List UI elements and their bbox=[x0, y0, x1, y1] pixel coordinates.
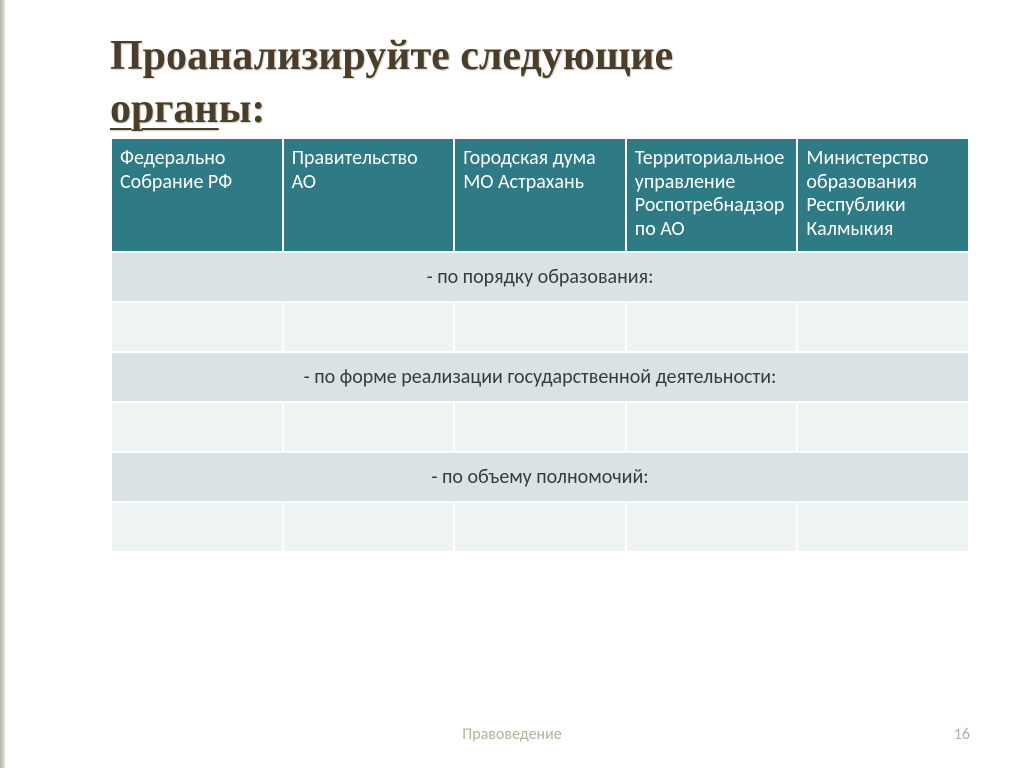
table-header-row: Федерально Собрание РФ Правительство АО … bbox=[112, 139, 968, 251]
cell bbox=[627, 303, 797, 351]
slide-title: Проанализируйте следующие органы: bbox=[110, 30, 969, 135]
group-label: - по объему полномочий: bbox=[431, 465, 648, 489]
analysis-table: Федерально Собрание РФ Правительство АО … bbox=[110, 137, 970, 553]
cell bbox=[455, 303, 625, 351]
table-row: - по форме реализации государственной де… bbox=[112, 353, 968, 401]
cell bbox=[284, 303, 454, 351]
group-label: - по форме реализации государственной де… bbox=[304, 365, 777, 389]
cell bbox=[112, 503, 282, 551]
group-label: - по порядку образования: bbox=[427, 265, 654, 289]
cell bbox=[798, 503, 968, 551]
cell bbox=[455, 503, 625, 551]
col-header-4: Территориальное управление Роспотребнадз… bbox=[627, 139, 797, 251]
title-line-2-underlined: орган bbox=[110, 86, 219, 132]
cell bbox=[455, 403, 625, 451]
table-row: - по объему полномочий: bbox=[112, 453, 968, 501]
cell bbox=[627, 403, 797, 451]
cell bbox=[798, 303, 968, 351]
group-label-cell: - по форме реализации государственной де… bbox=[112, 353, 968, 401]
slide: Проанализируйте следующие органы: Федера… bbox=[0, 0, 1024, 768]
cell bbox=[284, 503, 454, 551]
footer-text: Правоведение bbox=[0, 725, 1024, 744]
table-row bbox=[112, 403, 968, 451]
cell bbox=[627, 503, 797, 551]
table-row bbox=[112, 503, 968, 551]
table-row: - по порядку образования: bbox=[112, 253, 968, 301]
group-label-cell: - по порядку образования: bbox=[112, 253, 968, 301]
table-row bbox=[112, 303, 968, 351]
page-number: 16 bbox=[954, 725, 970, 744]
col-header-3: Городская дума МО Астрахань bbox=[455, 139, 625, 251]
group-label-cell: - по объему полномочий: bbox=[112, 453, 968, 501]
title-line-2-rest: ы: bbox=[219, 86, 266, 132]
col-header-1: Федерально Собрание РФ bbox=[112, 139, 282, 251]
col-header-2: Правительство АО bbox=[284, 139, 454, 251]
cell bbox=[798, 403, 968, 451]
cell bbox=[284, 403, 454, 451]
cell bbox=[112, 403, 282, 451]
cell bbox=[112, 303, 282, 351]
title-line-1: Проанализируйте следующие bbox=[110, 33, 673, 79]
col-header-5: Министерство образования Республики Калм… bbox=[798, 139, 968, 251]
left-edge-decoration bbox=[0, 0, 6, 768]
